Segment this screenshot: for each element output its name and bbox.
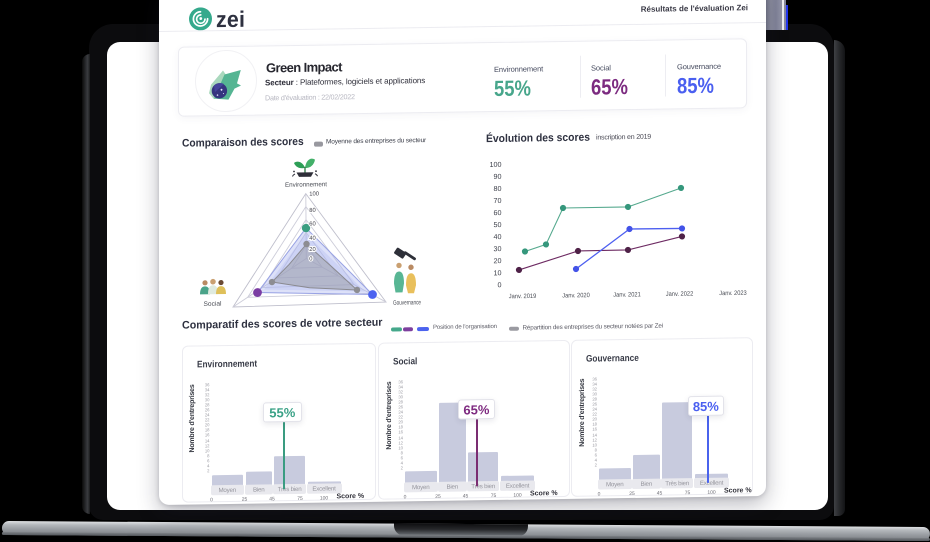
svg-text:Social: Social <box>204 301 222 308</box>
svg-text:Janv. 2019: Janv. 2019 <box>509 293 537 300</box>
svg-text:Environnement: Environnement <box>285 181 327 189</box>
svg-text:Janv. 2021: Janv. 2021 <box>613 291 641 298</box>
svg-text:80: 80 <box>494 184 502 193</box>
svg-text:60: 60 <box>494 208 502 217</box>
svg-text:40: 40 <box>494 232 502 241</box>
svg-text:90: 90 <box>494 172 502 181</box>
svg-text:0: 0 <box>498 280 502 289</box>
svg-text:0: 0 <box>309 256 312 262</box>
svg-text:100: 100 <box>309 191 319 197</box>
svg-text:10: 10 <box>494 268 502 277</box>
svg-text:40: 40 <box>309 236 315 242</box>
svg-text:60: 60 <box>309 221 315 227</box>
svg-text:Gouvernance: Gouvernance <box>393 299 421 306</box>
svg-text:100: 100 <box>490 160 502 169</box>
svg-text:80: 80 <box>309 208 315 214</box>
svg-text:20: 20 <box>494 256 502 265</box>
svg-text:30: 30 <box>494 244 502 253</box>
svg-text:50: 50 <box>494 220 502 229</box>
svg-text:20: 20 <box>309 247 315 253</box>
svg-text:Janv. 2022: Janv. 2022 <box>666 291 694 298</box>
svg-text:70: 70 <box>494 196 502 205</box>
svg-text:Janv. 2020: Janv. 2020 <box>562 292 590 299</box>
svg-text:Janv. 2023: Janv. 2023 <box>719 290 747 297</box>
